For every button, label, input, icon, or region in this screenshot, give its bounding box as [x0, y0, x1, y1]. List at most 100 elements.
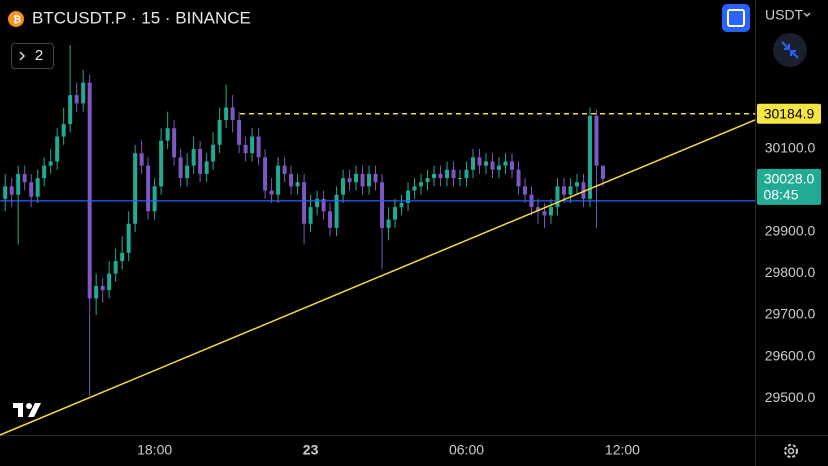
candle-body: [419, 182, 424, 187]
zoom-button[interactable]: [773, 33, 807, 67]
level-label-box: [757, 103, 821, 124]
candle-body: [438, 173, 443, 179]
y-tick-label: 29900.0: [765, 223, 816, 239]
candle-body: [289, 173, 294, 187]
candle-body: [334, 194, 339, 228]
candle-body: [74, 95, 79, 104]
candle-body: [243, 144, 248, 154]
candle-body: [542, 211, 547, 216]
logo-part: [13, 403, 23, 417]
candle-body: [373, 173, 378, 183]
candle-body: [477, 157, 482, 166]
x-tick-label: 06:00: [449, 442, 484, 458]
currency-chevron: [803, 12, 811, 17]
candle-body: [55, 136, 60, 162]
candle-body: [315, 198, 320, 208]
candle-body: [367, 173, 372, 187]
candle-body: [22, 173, 27, 183]
candle-body: [100, 285, 105, 291]
candle-body: [191, 149, 196, 166]
y-tick-label: 29700.0: [765, 306, 816, 322]
candle-body: [497, 165, 502, 170]
candle-body: [308, 207, 313, 224]
x-tick-label: 18:00: [137, 442, 172, 458]
candle-body: [425, 178, 430, 183]
candle-body: [139, 153, 144, 166]
coin-symbol: ₿: [13, 14, 21, 26]
candle-body: [295, 182, 300, 187]
candle-body: [204, 161, 209, 174]
x-tick-label: 12:00: [605, 442, 640, 458]
candle-body: [217, 119, 222, 145]
candle-body: [581, 182, 586, 199]
candle-body: [211, 144, 216, 162]
candle-body: [341, 178, 346, 195]
level-label: 30184.9: [764, 105, 815, 121]
candle-body: [35, 178, 40, 197]
candle-body: [263, 157, 268, 191]
settings-icon[interactable]: [784, 444, 798, 458]
candle-body: [471, 157, 476, 170]
candle-body: [113, 261, 118, 274]
candle-body: [185, 165, 190, 179]
plot-area: [0, 45, 756, 436]
candle-body: [68, 95, 73, 125]
y-tick-label: 29600.0: [765, 347, 816, 363]
candle-body: [393, 207, 398, 220]
last-price-label: 30028.0: [764, 171, 815, 187]
price-axis: 29500.0 29600.0 29700.0 29800.0 29900.0 30100…: [757, 57, 821, 405]
candle-body: [42, 165, 47, 179]
candle-body: [503, 161, 508, 166]
candle-body: [230, 107, 235, 120]
candle-body: [321, 198, 326, 212]
candle-body: [133, 153, 138, 224]
candle-body: [146, 165, 151, 212]
zoom-icon: [781, 41, 799, 59]
countdown: 08:45: [763, 187, 798, 203]
fullscreen-button[interactable]: [722, 4, 750, 32]
badge-chevron: [19, 51, 26, 61]
x-tick-label: 23: [303, 442, 319, 458]
candle-body: [256, 136, 261, 158]
candle-body: [458, 178, 463, 180]
candle-body: [29, 182, 34, 197]
currency[interactable]: USDT: [765, 7, 804, 23]
candle-body: [464, 169, 469, 179]
candle-body: [48, 161, 53, 166]
candle-body: [120, 252, 125, 262]
candle-body: [159, 140, 164, 187]
candle-body: [237, 119, 242, 145]
tv-logo: [13, 403, 41, 417]
candle-body: [587, 115, 592, 199]
candle-body: [16, 173, 21, 195]
y-tick-label: 29500.0: [765, 389, 816, 405]
candle-body: [126, 223, 131, 253]
settings-icon-center: [787, 447, 795, 455]
candle-body: [9, 186, 14, 195]
candle-body: [516, 169, 521, 187]
candle-body: [574, 182, 579, 187]
candle-body: [568, 186, 573, 195]
candle-body: [561, 186, 566, 195]
fullscreen-icon: [727, 9, 745, 27]
candle-body: [198, 149, 203, 174]
symbol-title: BTCUSDT.P · 15 · BINANCE: [32, 8, 251, 27]
candle-body: [81, 82, 86, 104]
candle-body: [406, 190, 411, 203]
candle-body: [276, 165, 281, 195]
candle-body: [61, 124, 66, 137]
candle-body: [360, 173, 365, 187]
candle-body: [178, 157, 183, 179]
candle-body: [399, 202, 404, 208]
candle-body: [354, 173, 359, 183]
candle-body: [451, 169, 456, 179]
trend-line: [0, 119, 756, 436]
candle-body: [282, 165, 287, 174]
candle-body: [555, 186, 560, 208]
indicator-badge[interactable]: [11, 43, 54, 69]
y-tick-label: 29800.0: [765, 264, 816, 280]
candle-body: [490, 161, 495, 170]
candle-body: [3, 186, 8, 199]
candle-body: [87, 82, 92, 299]
